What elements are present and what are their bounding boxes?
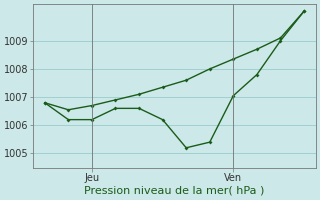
X-axis label: Pression niveau de la mer( hPa ): Pression niveau de la mer( hPa ) (84, 186, 265, 196)
